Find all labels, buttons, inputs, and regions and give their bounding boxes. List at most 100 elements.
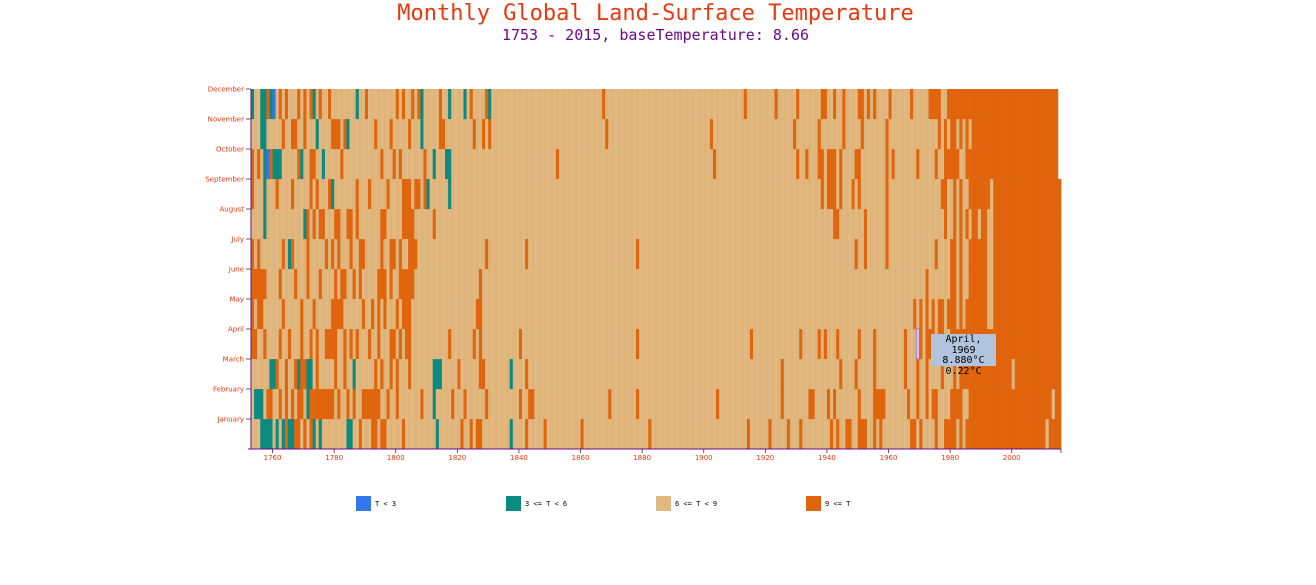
heat-cell[interactable]	[475, 269, 480, 300]
heat-cell[interactable]	[503, 299, 507, 330]
heat-cell[interactable]	[666, 299, 671, 330]
heat-cell[interactable]	[457, 89, 461, 120]
heat-cell[interactable]	[700, 299, 705, 330]
heat-cell[interactable]	[324, 269, 329, 300]
heat-cell[interactable]	[826, 209, 831, 240]
heat-cell[interactable]	[749, 149, 754, 180]
heat-cell[interactable]	[515, 149, 520, 180]
heat-cell[interactable]	[756, 179, 760, 210]
heat-cell[interactable]	[472, 419, 477, 450]
heat-cell[interactable]	[1014, 359, 1019, 390]
heat-cell[interactable]	[1042, 389, 1046, 420]
heat-cell[interactable]	[580, 269, 584, 300]
heat-cell[interactable]	[435, 389, 440, 420]
heat-cell[interactable]	[676, 299, 680, 330]
heat-cell[interactable]	[691, 239, 695, 270]
heat-cell[interactable]	[423, 269, 427, 300]
heat-cell[interactable]	[438, 419, 443, 450]
heat-cell[interactable]	[780, 179, 785, 210]
heat-cell[interactable]	[438, 359, 443, 390]
heat-cell[interactable]	[740, 149, 745, 180]
heat-cell[interactable]	[537, 269, 541, 300]
heat-cell[interactable]	[392, 329, 397, 360]
heat-cell[interactable]	[445, 329, 449, 360]
heat-cell[interactable]	[851, 329, 855, 360]
heat-cell[interactable]	[580, 119, 584, 150]
heat-cell[interactable]	[894, 359, 899, 390]
heat-cell[interactable]	[324, 299, 329, 330]
heat-cell[interactable]	[364, 299, 369, 330]
heat-cell[interactable]	[491, 389, 495, 420]
heat-cell[interactable]	[974, 89, 979, 120]
heat-cell[interactable]	[414, 389, 418, 420]
heat-cell[interactable]	[460, 239, 464, 270]
heat-cell[interactable]	[340, 179, 344, 210]
heat-cell[interactable]	[257, 419, 261, 450]
heat-cell[interactable]	[931, 269, 936, 300]
heat-cell[interactable]	[500, 269, 504, 300]
heat-cell[interactable]	[734, 419, 738, 450]
heat-cell[interactable]	[777, 329, 782, 360]
heat-cell[interactable]	[497, 329, 501, 360]
heat-cell[interactable]	[512, 239, 517, 270]
heat-cell[interactable]	[857, 239, 862, 270]
heat-cell[interactable]	[950, 299, 954, 330]
heat-cell[interactable]	[866, 239, 871, 270]
heat-cell[interactable]	[645, 419, 649, 450]
heat-cell[interactable]	[700, 119, 705, 150]
heat-cell[interactable]	[469, 389, 474, 420]
heat-cell[interactable]	[528, 119, 532, 150]
heat-cell[interactable]	[845, 209, 849, 240]
heat-cell[interactable]	[534, 269, 538, 300]
heat-cell[interactable]	[870, 329, 874, 360]
heat-cell[interactable]	[272, 419, 276, 450]
heat-cell[interactable]	[312, 389, 317, 420]
heat-cell[interactable]	[996, 209, 1000, 240]
heat-cell[interactable]	[411, 179, 415, 210]
heat-cell[interactable]	[549, 89, 554, 120]
heat-cell[interactable]	[460, 359, 464, 390]
heat-cell[interactable]	[820, 89, 825, 120]
heat-cell[interactable]	[786, 149, 791, 180]
heat-cell[interactable]	[368, 179, 372, 210]
heat-cell[interactable]	[309, 329, 313, 360]
heat-cell[interactable]	[438, 239, 443, 270]
heat-cell[interactable]	[743, 239, 748, 270]
heat-cell[interactable]	[300, 239, 304, 270]
heat-cell[interactable]	[799, 419, 803, 450]
heat-cell[interactable]	[706, 89, 711, 120]
heat-cell[interactable]	[334, 359, 338, 390]
heat-cell[interactable]	[799, 269, 803, 300]
heat-cell[interactable]	[509, 89, 514, 120]
heat-cell[interactable]	[475, 299, 480, 330]
heat-cell[interactable]	[663, 269, 668, 300]
heat-cell[interactable]	[565, 209, 569, 240]
heat-cell[interactable]	[676, 179, 680, 210]
heat-cell[interactable]	[799, 359, 803, 390]
heat-cell[interactable]	[377, 209, 381, 240]
heat-cell[interactable]	[497, 299, 501, 330]
heat-cell[interactable]	[817, 89, 822, 120]
heat-cell[interactable]	[1048, 239, 1053, 270]
heat-cell[interactable]	[515, 89, 520, 120]
heat-cell[interactable]	[922, 389, 926, 420]
heat-cell[interactable]	[897, 209, 902, 240]
heat-cell[interactable]	[919, 119, 923, 150]
heat-cell[interactable]	[765, 119, 769, 150]
heat-cell[interactable]	[703, 209, 708, 240]
heat-cell[interactable]	[463, 179, 467, 210]
heat-cell[interactable]	[676, 329, 680, 360]
heat-cell[interactable]	[725, 419, 729, 450]
heat-cell[interactable]	[706, 329, 711, 360]
heat-cell[interactable]	[380, 209, 384, 240]
heat-cell[interactable]	[703, 419, 708, 450]
heat-cell[interactable]	[1014, 179, 1019, 210]
heat-cell[interactable]	[343, 179, 347, 210]
heat-cell[interactable]	[712, 269, 717, 300]
heat-cell[interactable]	[842, 419, 846, 450]
heat-cell[interactable]	[996, 179, 1000, 210]
heat-cell[interactable]	[346, 329, 350, 360]
heat-cell[interactable]	[478, 149, 483, 180]
heat-cell[interactable]	[900, 119, 905, 150]
heat-cell[interactable]	[685, 209, 689, 240]
